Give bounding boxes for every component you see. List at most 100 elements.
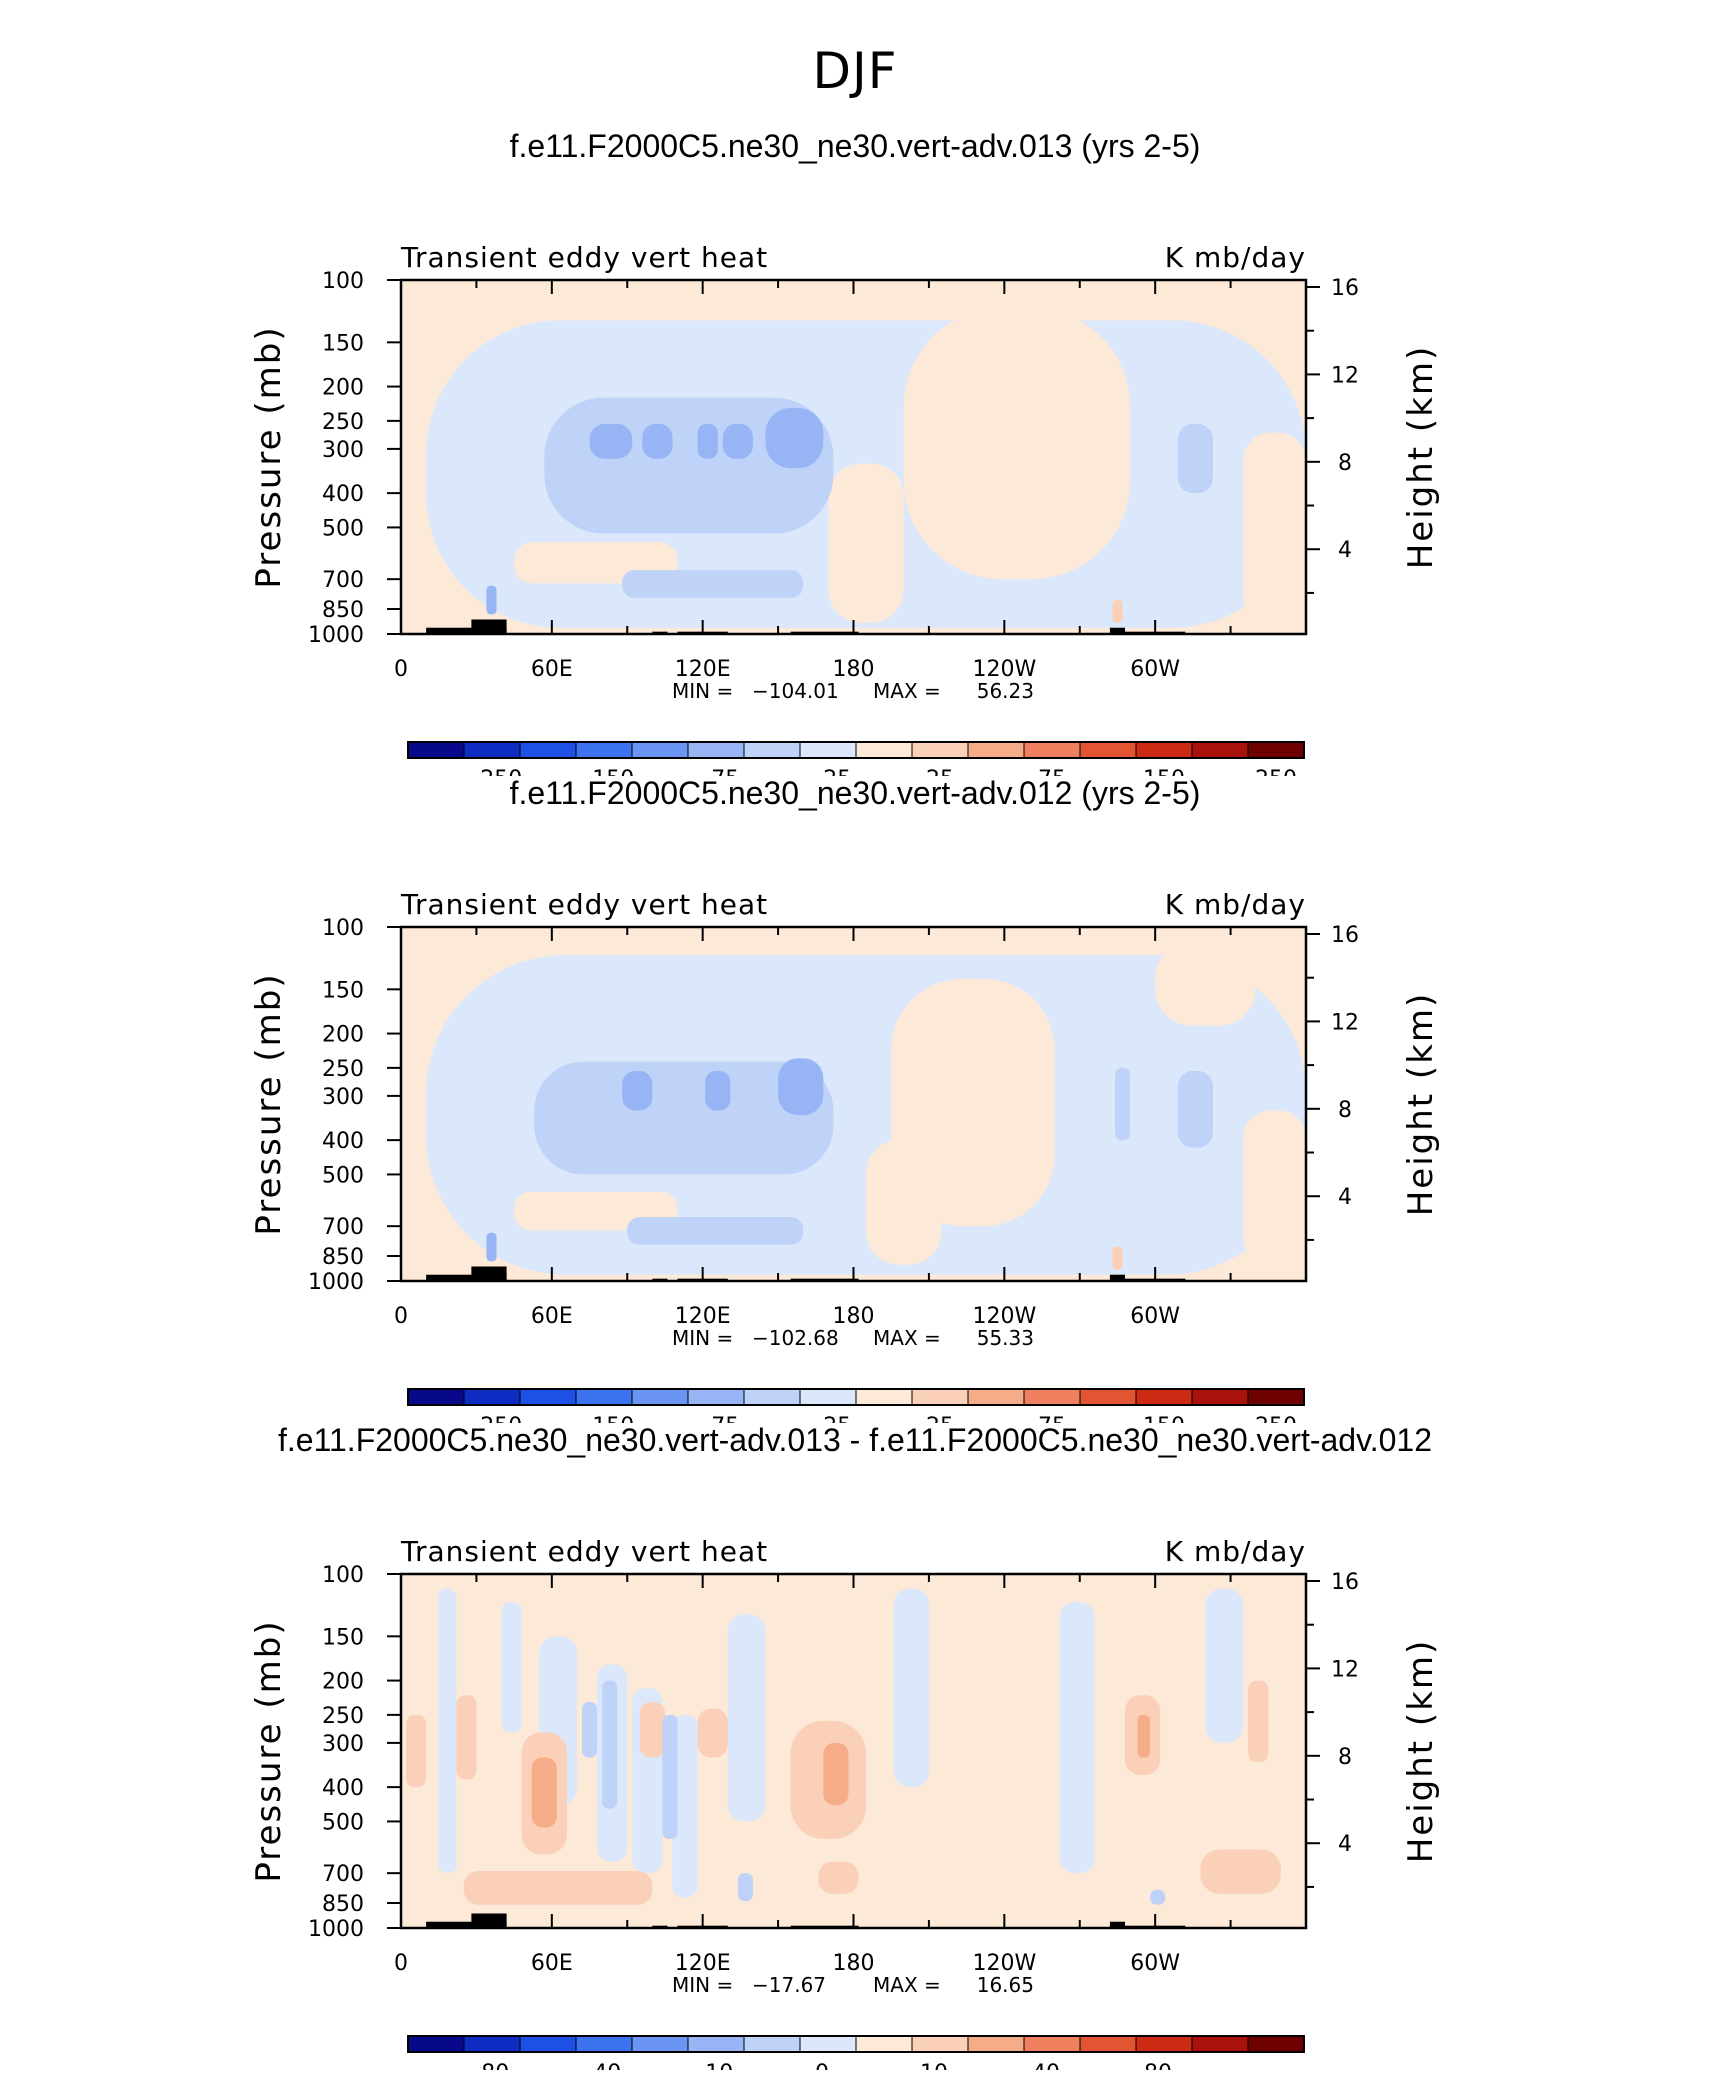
- y2-tick-label: 12: [1331, 1657, 1359, 1682]
- y-tick-label: 150: [322, 978, 364, 1003]
- colorbar-swatch: [1079, 1388, 1137, 1406]
- topography: [471, 619, 507, 634]
- contour-region: [903, 308, 1131, 580]
- y2-tick-label: 16: [1331, 1570, 1359, 1595]
- y-tick-label: 700: [322, 1215, 364, 1240]
- contour-region: [1243, 1110, 1306, 1265]
- colorbar-swatch: [855, 741, 913, 759]
- x-tick-label: 60W: [1130, 1951, 1180, 1976]
- colorbar-swatch: [1079, 2035, 1137, 2053]
- contour-region: [642, 423, 673, 459]
- contour-region: [463, 1870, 653, 1905]
- colorbar-swatch: [519, 1388, 577, 1406]
- colorbar-frame: [407, 741, 1305, 759]
- max-value: 56.23: [977, 679, 1034, 703]
- topography: [426, 1921, 507, 1928]
- y-tick-label: 250: [322, 1704, 364, 1729]
- y-tick-label: 200: [322, 376, 364, 401]
- contour-region: [602, 1680, 618, 1809]
- y-tick-label: 300: [322, 438, 364, 463]
- contour-region: [589, 423, 633, 459]
- contour-region: [1114, 1067, 1131, 1141]
- colorbar-swatch: [631, 1388, 689, 1406]
- max-label: MAX =: [873, 1326, 941, 1350]
- y-tick-label: 500: [322, 1163, 364, 1188]
- colorbar-label: 40: [1032, 2061, 1060, 2070]
- contour-region: [672, 1714, 698, 1898]
- y-tick-label: 700: [322, 568, 364, 593]
- y-tick-label: 1000: [308, 1917, 364, 1942]
- contour-plot-control-case: 0 60E 120E 180 120W 60W 100 150 200 250 300 400 500 7…: [249, 888, 1441, 1423]
- max-label: MAX =: [873, 679, 941, 703]
- colorbar-frame: [407, 2035, 1305, 2053]
- colorbar-swatch: [519, 2035, 577, 2053]
- min-label: MIN =: [672, 679, 733, 703]
- colorbar-label: 150: [1143, 767, 1185, 776]
- x-tick-label: 120E: [675, 1304, 731, 1329]
- contour-region: [737, 1873, 753, 1902]
- colorbar-swatch: [407, 1388, 465, 1406]
- colorbar-label: 75: [1038, 767, 1066, 776]
- colorbar-swatch: [911, 2035, 969, 2053]
- colorbar-swatch: [1247, 1388, 1305, 1406]
- topography: [426, 1274, 507, 1281]
- y-tick-label: 400: [322, 1129, 364, 1154]
- contour-region: [1177, 1070, 1213, 1148]
- y-tick-label: 200: [322, 1023, 364, 1048]
- colorbar-swatch: [911, 741, 969, 759]
- max-label: MAX =: [873, 1973, 941, 1997]
- y-tick-label: 100: [322, 1563, 364, 1588]
- contour-region: [406, 1714, 427, 1788]
- colorbar-swatch: [1191, 1388, 1249, 1406]
- colorbar-swatch: [687, 741, 745, 759]
- colorbar-swatch: [519, 741, 577, 759]
- contour-region: [823, 1742, 849, 1806]
- colorbar-swatch: [799, 741, 857, 759]
- colorbar-swatch: [1191, 2035, 1249, 2053]
- colorbar-swatch: [855, 2035, 913, 2053]
- contour-region: [627, 1217, 804, 1245]
- min-value: −104.01: [752, 679, 839, 703]
- x-tick-label: 0: [394, 657, 408, 682]
- colorbar-swatch: [967, 741, 1025, 759]
- units-label: K mb/day: [1165, 888, 1306, 921]
- contour-region: [438, 1588, 457, 1874]
- topography: [426, 627, 507, 634]
- colorbar-label: 250: [1255, 767, 1297, 776]
- contour-region: [401, 1095, 422, 1275]
- contour-plot-difference: 0 60E 120E 180 120W 60W1001502002503004005007…: [249, 1535, 1441, 2070]
- contour-plot-test-case: 0 60E 120E 180 120W 60W 100 150 200 250 300 400 500 7…: [249, 241, 1441, 776]
- x-tick-label: 120E: [675, 1951, 731, 1976]
- contour-region: [1150, 1889, 1166, 1905]
- variable-label: Transient eddy vert heat: [400, 241, 768, 274]
- x-tick-label: 120W: [972, 657, 1036, 682]
- colorbar-swatch: [911, 1388, 969, 1406]
- y-tick-label: 500: [322, 516, 364, 541]
- colorbar-swatch: [463, 2035, 521, 2053]
- colorbar-label: −250: [462, 1414, 522, 1423]
- y-tick-label: 1000: [308, 1270, 364, 1295]
- x-tick-label: 60W: [1130, 657, 1180, 682]
- x-tick-label: 60E: [531, 1951, 573, 1976]
- colorbar-label: 10: [920, 2061, 948, 2070]
- contour-region: [1112, 599, 1123, 623]
- colorbar-swatch: [407, 741, 465, 759]
- contour-region: [697, 1708, 728, 1758]
- min-label: MIN =: [672, 1326, 733, 1350]
- colorbar-label: −40: [575, 2061, 621, 2070]
- colorbar-label: 0: [815, 2061, 829, 2070]
- y2-tick-label: 8: [1338, 1745, 1352, 1770]
- y-tick-label: 250: [322, 410, 364, 435]
- y-tick-label: 500: [322, 1810, 364, 1835]
- y2-tick-label: 4: [1338, 1185, 1352, 1210]
- colorbar-swatch: [1191, 741, 1249, 759]
- y2-tick-label: 8: [1338, 451, 1352, 476]
- contour-region: [456, 1695, 477, 1780]
- panel-test-case: f.e11.F2000C5.ne30_ne30.vert-adv.013 (yr…: [0, 128, 1710, 778]
- min-label: MIN =: [672, 1973, 733, 1997]
- contour-region: [866, 1140, 942, 1265]
- y-tick-label: 200: [322, 1670, 364, 1695]
- y-tick-label: 850: [322, 598, 364, 623]
- colorbar-label: 80: [1144, 2061, 1172, 2070]
- topography: [471, 1913, 507, 1928]
